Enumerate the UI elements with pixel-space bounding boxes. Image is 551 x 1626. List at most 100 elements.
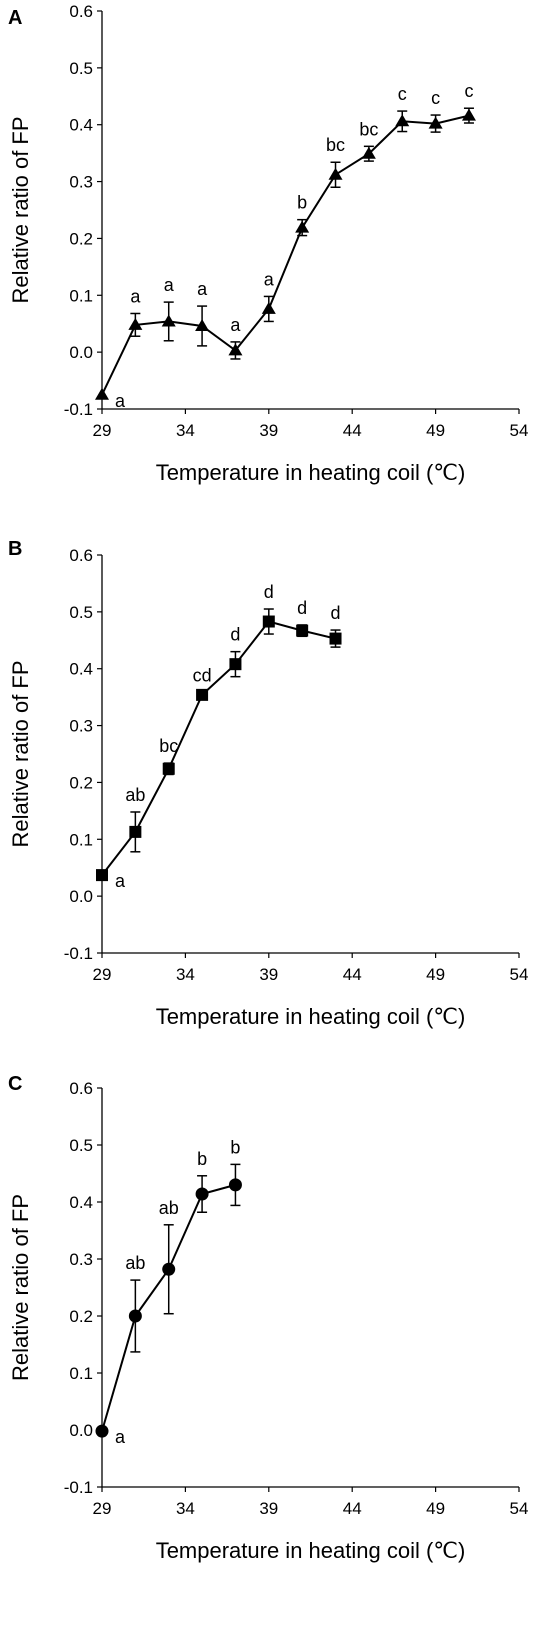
y-tick-label: 0.5 — [69, 59, 93, 78]
x-tick-label: 39 — [259, 965, 278, 984]
significance-label: a — [115, 1427, 126, 1447]
data-point — [229, 658, 242, 671]
panel-a: A -0.1 0.0 0.1 0.2 0.3 0.4 0.5 0.6 29 34 39 44 49 54 Te… — [8, 2, 528, 485]
significance-label: cd — [193, 666, 212, 686]
significance-label: c — [464, 81, 473, 101]
significance-label: d — [297, 598, 307, 618]
significance-label: bc — [326, 135, 345, 155]
x-tick-label: 34 — [176, 421, 195, 440]
y-tick-label: -0.1 — [64, 400, 93, 419]
y-tick-label: 0.4 — [69, 1193, 93, 1212]
x-tick-label: 29 — [93, 1499, 112, 1518]
data-point — [195, 1187, 209, 1201]
data-point — [128, 1309, 142, 1323]
data-point — [228, 1178, 242, 1192]
significance-label: ab — [125, 785, 145, 805]
y-tick-label: 0.4 — [69, 660, 93, 679]
y-tick-label: 0.0 — [69, 1421, 93, 1440]
y-tick-label: -0.1 — [64, 944, 93, 963]
significance-label: a — [115, 871, 126, 891]
y-axis-label: Relative ratio of FP — [8, 1194, 33, 1381]
significance-label: a — [264, 269, 275, 289]
y-tick-label: 0.3 — [69, 173, 93, 192]
data-point — [96, 869, 108, 882]
significance-label: d — [264, 582, 274, 602]
series-line — [101, 114, 470, 396]
significance-label: c — [398, 84, 407, 104]
data-point — [329, 632, 342, 645]
x-tick-label: 49 — [426, 965, 445, 984]
x-tick-label: 44 — [343, 1499, 362, 1518]
y-tick-label: 0.5 — [69, 1136, 93, 1155]
data-point — [128, 317, 143, 330]
y-tick-label: 0.6 — [69, 2, 93, 21]
panel-c: C -0.1 0.0 0.1 0.2 0.3 0.4 0.5 0.6 29 34 39 44 49 54 Te… — [8, 1073, 528, 1563]
significance-label: ab — [125, 1253, 145, 1273]
data-point — [195, 318, 210, 331]
significance-label: a — [130, 286, 141, 306]
data-point — [162, 1262, 176, 1276]
x-tick-label: 39 — [259, 421, 278, 440]
significance-label: a — [115, 391, 126, 411]
data-point — [162, 762, 175, 775]
y-tick-label: 0.4 — [69, 116, 93, 135]
data-point — [262, 615, 275, 628]
x-tick-label: 44 — [343, 421, 362, 440]
y-tick-label: 0.2 — [69, 229, 93, 248]
y-tick-label: 0.0 — [69, 887, 93, 906]
y-tick-label: -0.1 — [64, 1478, 93, 1497]
y-tick-label: 0.0 — [69, 343, 93, 362]
significance-label: bc — [359, 119, 378, 139]
y-tick-label: 0.1 — [69, 830, 93, 849]
data-point — [228, 343, 243, 356]
panel-letter: B — [8, 538, 22, 560]
panel-b: B -0.1 0.0 0.1 0.2 0.3 0.4 0.5 0.6 29 34 39 44 49 54 Te… — [8, 538, 528, 1029]
data-point — [328, 167, 343, 180]
data-point — [361, 146, 376, 159]
data-point — [95, 387, 109, 400]
significance-label: a — [230, 315, 241, 335]
x-tick-label: 29 — [93, 965, 112, 984]
y-tick-label: 0.2 — [69, 773, 93, 792]
significance-label: a — [164, 275, 175, 295]
x-tick-label: 54 — [510, 421, 529, 440]
data-point — [395, 114, 410, 127]
x-tick-label: 34 — [176, 965, 195, 984]
panel-letter: A — [8, 7, 22, 29]
x-tick-label: 54 — [510, 1499, 529, 1518]
data-point — [196, 688, 209, 701]
data-point — [129, 825, 142, 838]
x-axis-label: Temperature in heating coil (℃) — [156, 1538, 466, 1563]
significance-label: b — [297, 193, 307, 213]
data-point — [296, 624, 309, 637]
significance-label: b — [197, 1149, 207, 1169]
y-axis-label: Relative ratio of FP — [8, 116, 33, 303]
data-point — [428, 116, 443, 129]
x-tick-label: 39 — [259, 1499, 278, 1518]
y-tick-label: 0.1 — [69, 1364, 93, 1383]
y-tick-label: 0.2 — [69, 1307, 93, 1326]
y-tick-label: 0.1 — [69, 286, 93, 305]
y-tick-label: 0.6 — [69, 1079, 93, 1098]
significance-label: d — [230, 625, 240, 645]
y-tick-label: 0.3 — [69, 1250, 93, 1269]
data-point — [261, 301, 276, 314]
y-tick-label: 0.3 — [69, 717, 93, 736]
data-point — [95, 1424, 109, 1438]
y-axis-label: Relative ratio of FP — [8, 660, 33, 847]
x-axis-label: Temperature in heating coil (℃) — [156, 1004, 466, 1029]
y-tick-label: 0.6 — [69, 546, 93, 565]
data-point — [461, 108, 476, 121]
x-tick-label: 29 — [93, 421, 112, 440]
panel-letter: C — [8, 1073, 22, 1095]
x-tick-label: 44 — [343, 965, 362, 984]
significance-label: ab — [159, 1198, 179, 1218]
data-point — [161, 314, 176, 327]
x-tick-label: 34 — [176, 1499, 195, 1518]
x-tick-label: 54 — [510, 965, 529, 984]
x-tick-label: 49 — [426, 421, 445, 440]
y-tick-label: 0.5 — [69, 603, 93, 622]
significance-label: a — [197, 279, 208, 299]
x-axis-label: Temperature in heating coil (℃) — [156, 460, 466, 485]
